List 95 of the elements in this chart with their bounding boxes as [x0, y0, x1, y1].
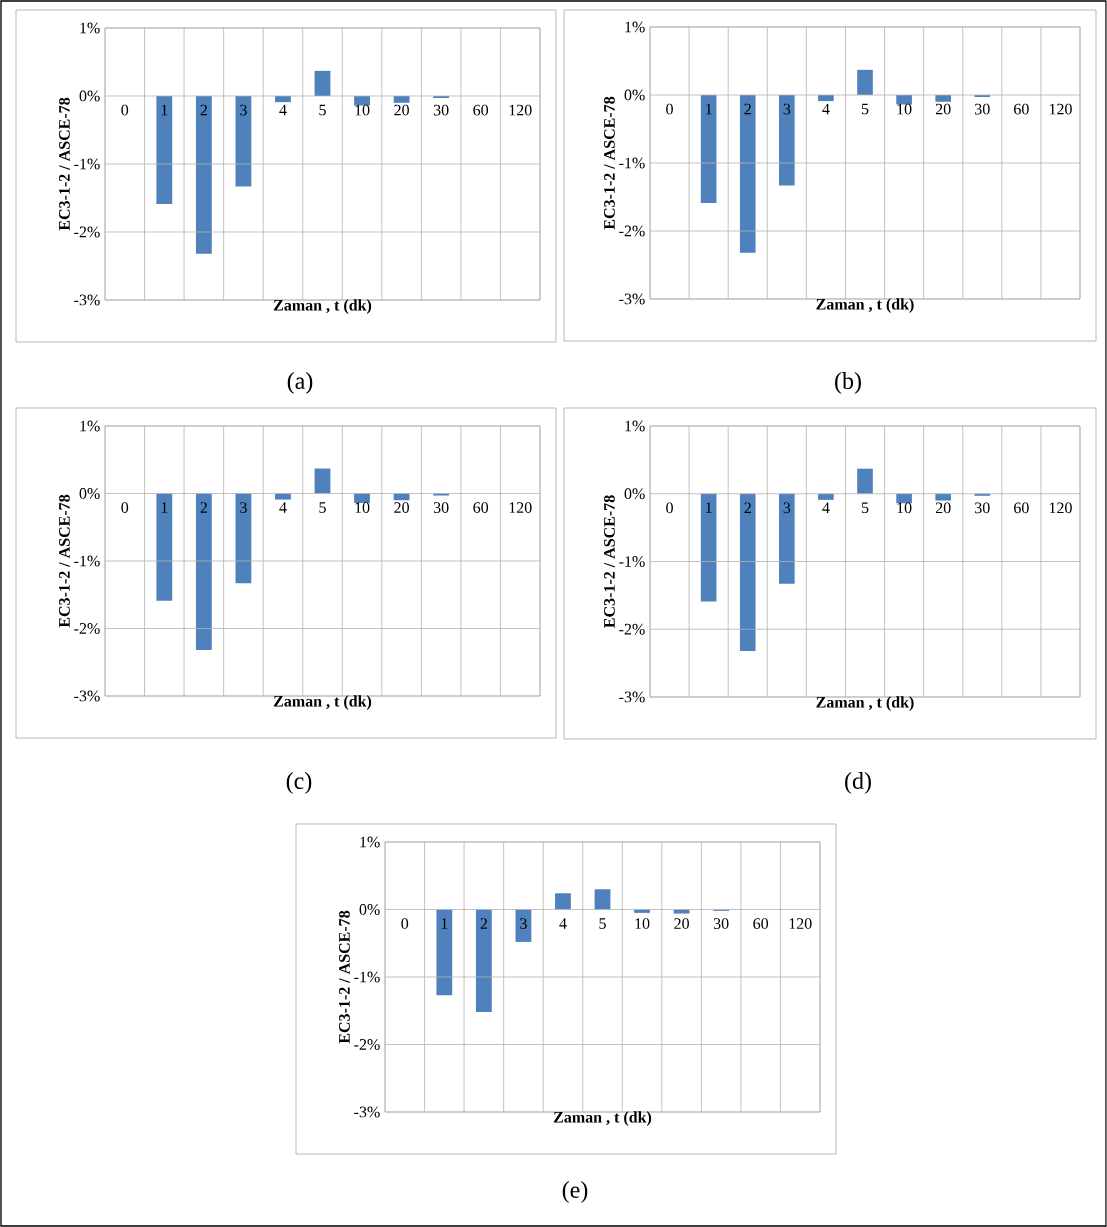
x-tick-label: 2 — [200, 502, 207, 513]
x-tick-label: 5 — [861, 502, 869, 514]
y-tick-label: -1% — [74, 158, 100, 170]
x-axis-title: Zaman , t (dk) — [553, 1111, 652, 1126]
x-tick-label: 1 — [161, 104, 168, 116]
y-tick-label: 0% — [624, 89, 645, 101]
x-tick-label: 10 — [635, 918, 650, 929]
y-tick-label: 0% — [359, 904, 380, 915]
y-tick-label: 0% — [79, 90, 100, 102]
x-tick-label: 3 — [783, 502, 791, 514]
x-tick-label: 120 — [509, 502, 532, 513]
x-tick-label: 10 — [355, 502, 370, 513]
x-tick-label: 10 — [897, 103, 912, 115]
x-tick-label: 5 — [319, 104, 326, 116]
y-axis-title: EC3-1-2 / ASCE-78 — [339, 910, 350, 1044]
x-tick-label: 20 — [394, 104, 409, 116]
x-tick-label: 5 — [599, 918, 606, 929]
y-tick-label: -1% — [74, 555, 100, 567]
x-tick-label: 60 — [473, 502, 489, 513]
y-tick-label: -2% — [74, 623, 100, 634]
y-tick-label: 1% — [80, 22, 100, 34]
x-tick-label: 4 — [279, 104, 287, 116]
x-tick-label: 3 — [240, 502, 247, 513]
x-tick-label: 2 — [480, 918, 487, 929]
x-tick-label: 4 — [822, 502, 830, 513]
x-tick-label: 60 — [1014, 103, 1029, 115]
x-tick-label: 3 — [240, 104, 247, 116]
x-tick-label: 0 — [121, 104, 129, 116]
x-tick-label: 4 — [822, 103, 830, 115]
x-tick-label: 3 — [520, 918, 527, 929]
x-axis-title: Zaman , t (dk) — [816, 298, 914, 313]
x-tick-label: 0 — [121, 502, 129, 513]
x-tick-label: 120 — [1049, 103, 1072, 115]
x-tick-label: 120 — [509, 104, 532, 116]
x-tick-label: 20 — [394, 502, 409, 513]
x-tick-label: 2 — [744, 502, 751, 514]
text: (d) — [845, 772, 871, 794]
y-tick-label: 1% — [625, 21, 645, 33]
x-tick-label: 4 — [559, 918, 567, 929]
y-tick-label: 1% — [80, 420, 100, 432]
text: (b) — [835, 372, 861, 394]
x-tick-label: 1 — [706, 502, 712, 514]
y-tick-label: -1% — [619, 556, 645, 567]
y-tick-label: -2% — [354, 1039, 380, 1050]
x-tick-label: 20 — [935, 502, 951, 514]
x-tick-label: 120 — [789, 918, 812, 929]
x-tick-label: 20 — [674, 918, 689, 929]
y-tick-label: -2% — [619, 623, 645, 635]
y-tick-label: 0% — [624, 488, 645, 500]
y-tick-label: 1% — [360, 836, 380, 848]
text: (e) — [562, 1181, 588, 1203]
y-tick-label: -3% — [354, 1106, 380, 1118]
y-tick-label: -1% — [619, 157, 645, 169]
x-tick-label: 0 — [666, 103, 673, 115]
x-tick-label: 4 — [279, 502, 287, 513]
y-tick-label: 0% — [79, 488, 100, 499]
x-tick-label: 0 — [401, 918, 409, 929]
y-tick-label: -3% — [619, 691, 645, 703]
y-tick-label: -3% — [74, 294, 100, 306]
y-tick-label: -3% — [74, 690, 100, 702]
y-tick-label: 1% — [625, 420, 645, 432]
x-tick-label: 60 — [1014, 502, 1029, 514]
x-tick-label: 30 — [713, 918, 729, 929]
x-tick-label: 0 — [666, 502, 673, 514]
x-tick-label: 2 — [744, 103, 751, 115]
y-axis-title: EC3-1-2 / ASCE-78 — [604, 96, 615, 230]
y-tick-label: -2% — [74, 226, 100, 238]
x-tick-label: 20 — [935, 103, 951, 115]
text: (c) — [286, 772, 312, 794]
x-tick-label: 1 — [161, 502, 168, 513]
y-axis-title: EC3-1-2 / ASCE-78 — [59, 97, 70, 231]
x-tick-label: 5 — [319, 502, 326, 513]
y-axis-title: EC3-1-2 / ASCE-78 — [604, 495, 615, 628]
x-tick-label: 30 — [975, 103, 990, 115]
x-tick-label: 30 — [433, 104, 449, 116]
x-tick-label: 120 — [1049, 502, 1072, 514]
y-tick-label: -1% — [354, 971, 380, 983]
text: (a) — [287, 372, 313, 394]
x-tick-label: 10 — [897, 502, 912, 514]
x-axis-title: Zaman , t (dk) — [816, 696, 914, 711]
x-tick-label: 60 — [473, 104, 489, 116]
x-axis-title: Zaman , t (dk) — [273, 695, 372, 710]
x-tick-label: 1 — [441, 918, 448, 929]
y-tick-label: -3% — [619, 293, 645, 305]
x-tick-label: 5 — [861, 103, 869, 115]
x-tick-label: 60 — [753, 918, 769, 929]
x-tick-label: 30 — [433, 502, 449, 513]
x-tick-label: 3 — [783, 103, 791, 115]
y-axis-title: EC3-1-2 / ASCE-78 — [59, 494, 70, 628]
x-axis-title: Zaman , t (dk) — [273, 299, 372, 314]
x-tick-label: 10 — [355, 104, 370, 116]
x-tick-label: 1 — [706, 103, 712, 115]
y-tick-label: -2% — [619, 225, 645, 237]
x-tick-label: 2 — [200, 104, 207, 116]
x-tick-label: 30 — [975, 502, 990, 514]
